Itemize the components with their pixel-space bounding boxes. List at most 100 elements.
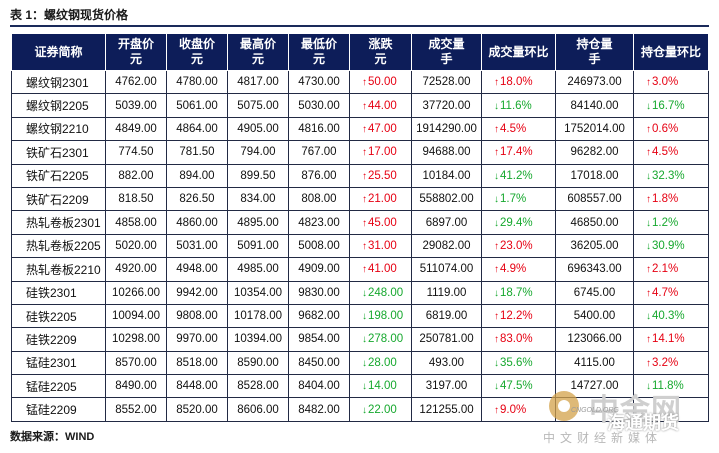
arrow-down-icon: ↓ bbox=[362, 404, 367, 416]
value-cell: 36205.00 bbox=[555, 233, 634, 259]
value-cell: 37720.00 bbox=[411, 93, 482, 118]
change-value: 31.00 bbox=[368, 239, 397, 252]
value-cell: 5091.00 bbox=[227, 233, 289, 259]
arrow-up-icon: ↑ bbox=[646, 357, 651, 369]
value-cell: 6745.00 bbox=[555, 280, 634, 305]
value-cell: 899.50 bbox=[227, 163, 289, 188]
value-cell: 5061.00 bbox=[166, 93, 228, 118]
change-cell: ↑83.0% bbox=[481, 327, 556, 352]
arrow-up-icon: ↑ bbox=[646, 123, 651, 135]
table-row: 锰硅2301 8570.00 8518.00 8590.00 8450.00 ↓28.00… bbox=[11, 350, 709, 376]
change-value: 18.7% bbox=[500, 286, 533, 299]
value-cell: 121255.00 bbox=[411, 397, 482, 422]
column-header: 最高价元 bbox=[227, 33, 289, 71]
arrow-up-icon: ↑ bbox=[646, 264, 651, 276]
table-row: 铁矿石2301 774.50 781.50 794.00 767.00 ↑17.00 946… bbox=[11, 140, 709, 165]
change-cell: ↑0.6% bbox=[633, 116, 709, 142]
value-cell: 8520.00 bbox=[166, 397, 228, 422]
arrow-up-icon: ↑ bbox=[362, 123, 367, 135]
value-cell: 8482.00 bbox=[288, 397, 350, 422]
value-cell: 1914290.00 bbox=[411, 116, 482, 142]
value-cell: 8590.00 bbox=[227, 350, 289, 376]
value-cell: 1752014.00 bbox=[555, 116, 634, 142]
price-table: 证券简称 开盘价元收盘价元最高价元最低价元涨跌元成交量手成交量环比 持仓量手持仓量环… bbox=[11, 33, 709, 422]
table-row: 螺纹钢2301 4762.00 4780.00 4817.00 4730.00 ↑50.0… bbox=[11, 69, 709, 95]
column-header: 持仓量环比 bbox=[633, 33, 709, 71]
value-cell: 4905.00 bbox=[227, 116, 289, 142]
arrow-down-icon: ↓ bbox=[646, 170, 651, 182]
arrow-down-icon: ↓ bbox=[646, 240, 651, 252]
change-cell: ↓40.3% bbox=[633, 303, 709, 329]
table-row: 螺纹钢2210 4849.00 4864.00 4905.00 4816.00 ↑47.0… bbox=[11, 116, 709, 142]
change-value: 4.5% bbox=[652, 146, 679, 159]
arrow-down-icon: ↓ bbox=[494, 194, 499, 206]
change-value: 1.7% bbox=[500, 193, 527, 206]
table-row: 热轧卷板2301 4858.00 4860.00 4895.00 4823.00 ↑45.… bbox=[11, 210, 709, 235]
arrow-up-icon: ↑ bbox=[362, 100, 367, 112]
arrow-down-icon: ↓ bbox=[494, 287, 499, 299]
column-header: 成交量手 bbox=[411, 33, 482, 71]
arrow-up-icon: ↑ bbox=[494, 334, 499, 346]
change-cell: ↓29.4% bbox=[481, 210, 556, 235]
value-cell: 4816.00 bbox=[288, 116, 350, 142]
value-cell: 4920.00 bbox=[105, 257, 167, 282]
change-cell: ↓278.00 bbox=[349, 327, 412, 352]
arrow-down-icon: ↓ bbox=[494, 100, 499, 112]
change-cell: ↑44.00 bbox=[349, 93, 412, 118]
watermark: 中金网 CNGOLD.ORG 海通期货 中文财经新媒体 bbox=[541, 385, 711, 447]
change-value: 17.00 bbox=[368, 146, 397, 159]
value-cell: 781.50 bbox=[166, 140, 228, 165]
value-cell: 29082.00 bbox=[411, 233, 482, 259]
change-cell: ↑21.00 bbox=[349, 186, 412, 212]
value-cell: 894.00 bbox=[166, 163, 228, 188]
change-value: 18.0% bbox=[500, 76, 533, 89]
arrow-up-icon: ↑ bbox=[646, 147, 651, 159]
arrow-down-icon: ↓ bbox=[494, 381, 499, 393]
value-cell: 1119.00 bbox=[411, 280, 482, 305]
value-cell: 94688.00 bbox=[411, 140, 482, 165]
arrow-up-icon: ↑ bbox=[646, 77, 651, 89]
change-cell: ↑17.4% bbox=[481, 140, 556, 165]
value-cell: 5030.00 bbox=[288, 93, 350, 118]
value-cell: 4864.00 bbox=[166, 116, 228, 142]
security-name-cell: 热轧卷板2210 bbox=[11, 257, 106, 282]
change-cell: ↓30.9% bbox=[633, 233, 709, 259]
change-value: 4.7% bbox=[652, 286, 679, 299]
arrow-up-icon: ↑ bbox=[646, 287, 651, 299]
security-name-cell: 铁矿石2301 bbox=[11, 140, 106, 165]
change-cell: ↑25.50 bbox=[349, 163, 412, 188]
column-header: 涨跌元 bbox=[349, 33, 412, 71]
column-header: 开盘价元 bbox=[105, 33, 167, 71]
arrow-up-icon: ↑ bbox=[362, 264, 367, 276]
column-header: 收盘价元 bbox=[166, 33, 228, 71]
value-cell: 8450.00 bbox=[288, 350, 350, 376]
change-cell: ↑4.5% bbox=[481, 116, 556, 142]
arrow-down-icon: ↓ bbox=[646, 381, 651, 393]
change-cell: ↓22.00 bbox=[349, 397, 412, 422]
change-value: 30.9% bbox=[652, 239, 685, 252]
change-value: 9.0% bbox=[500, 403, 527, 416]
value-cell: 4115.00 bbox=[555, 350, 634, 376]
value-cell: 8518.00 bbox=[166, 350, 228, 376]
change-value: 44.00 bbox=[368, 99, 397, 112]
value-cell: 6897.00 bbox=[411, 210, 482, 235]
change-cell: ↑4.5% bbox=[633, 140, 709, 165]
change-cell: ↓16.7% bbox=[633, 93, 709, 118]
column-header: 成交量环比 bbox=[481, 33, 556, 71]
watermark-overlay: 海通期货 bbox=[607, 413, 679, 433]
security-name-cell: 锰硅2209 bbox=[11, 397, 106, 422]
value-cell: 10266.00 bbox=[105, 280, 167, 305]
change-value: 1.2% bbox=[652, 216, 679, 229]
table-row: 锰硅2209 8552.00 8520.00 8606.00 8482.00 ↓22.00… bbox=[11, 397, 709, 422]
value-cell: 96282.00 bbox=[555, 140, 634, 165]
value-cell: 123066.00 bbox=[555, 327, 634, 352]
table-row: 硅铁2301 10266.00 9942.00 10354.00 9830.00 ↓248… bbox=[11, 280, 709, 305]
value-cell: 558802.00 bbox=[411, 186, 482, 212]
change-cell: ↓1.7% bbox=[481, 186, 556, 212]
value-cell: 9682.00 bbox=[288, 303, 350, 329]
change-value: 41.00 bbox=[368, 263, 397, 276]
value-cell: 4823.00 bbox=[288, 210, 350, 235]
security-name-cell: 螺纹钢2205 bbox=[11, 93, 106, 118]
change-value: 83.0% bbox=[500, 333, 533, 346]
value-cell: 10298.00 bbox=[105, 327, 167, 352]
